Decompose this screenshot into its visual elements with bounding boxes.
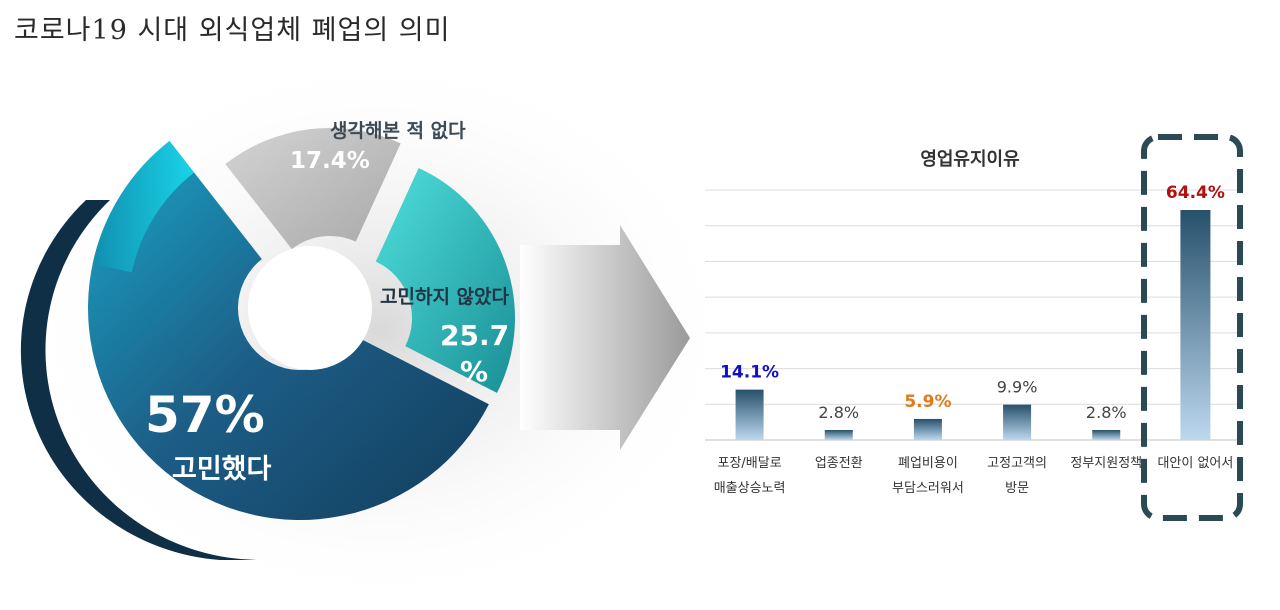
bar-chart: 영업유지이유 14.1% 2.8% 5.9% 9.9% 2.8% 64.4% 포장/배달로… bbox=[705, 134, 1243, 521]
slice-teal-label: 고민하지 않았다 bbox=[380, 286, 509, 308]
donut-depth bbox=[20, 200, 261, 560]
bar-chart-title: 영업유지이유 bbox=[920, 149, 1019, 170]
category-label-4: 고정고객의 bbox=[987, 456, 1047, 471]
category-label-2: 업종전환 bbox=[815, 456, 863, 471]
category-label-3: 부담스러워서 bbox=[892, 481, 964, 496]
value-label-3: 5.9% bbox=[904, 392, 951, 412]
category-label-5: 정부지원정책 bbox=[1070, 456, 1142, 471]
category-label-6: 대안이 없어서 bbox=[1157, 456, 1233, 471]
slice-main-highlight bbox=[92, 140, 195, 273]
slice-teal bbox=[375, 167, 515, 393]
value-label-2: 2.8% bbox=[818, 403, 859, 422]
slice-teal-value-number: 25.7 bbox=[440, 319, 509, 352]
slice-gray-value: 17.4% bbox=[290, 148, 370, 174]
value-label-6: 64.4% bbox=[1166, 183, 1225, 203]
category-label-1: 매출상승노력 bbox=[714, 481, 786, 496]
bar-2 bbox=[824, 430, 853, 440]
bar-3 bbox=[913, 418, 942, 440]
slice-gray bbox=[225, 128, 401, 250]
value-label-5: 2.8% bbox=[1086, 403, 1127, 422]
slice-gray-label: 생각해본 적 없다 bbox=[330, 120, 466, 142]
category-label-3: 폐업비용이 bbox=[898, 456, 958, 471]
value-labels: 14.1% 2.8% 5.9% 9.9% 2.8% 64.4% bbox=[720, 183, 1225, 422]
slice-main-label: 고민했다 bbox=[172, 454, 272, 485]
donut-hole bbox=[248, 246, 372, 370]
gridlines bbox=[705, 189, 1240, 441]
bar-1 bbox=[735, 389, 764, 440]
bar-5 bbox=[1092, 430, 1121, 440]
bar-4 bbox=[1003, 404, 1032, 440]
page-title: 코로나19 시대 외식업체 폐업의 의미 bbox=[14, 15, 451, 46]
highlight-box bbox=[1141, 134, 1243, 521]
category-label-4: 방문 bbox=[1005, 481, 1029, 496]
slice-teal-value: 25.7% bbox=[440, 319, 509, 388]
slice-main bbox=[87, 140, 489, 521]
value-label-1: 14.1% bbox=[720, 363, 779, 383]
category-label-1: 포장/배달로 bbox=[717, 456, 781, 471]
donut-chart: 생각해본 적 없다 17.4% 고민하지 않았다 25.7% 57% 고민했다 bbox=[20, 120, 515, 560]
slice-teal-value-pct: % bbox=[460, 355, 488, 388]
value-label-4: 9.9% bbox=[997, 378, 1038, 397]
slice-main-value: 57% bbox=[145, 386, 265, 444]
bar-6 bbox=[1180, 210, 1211, 440]
arrow-icon bbox=[520, 225, 690, 450]
bars bbox=[735, 210, 1211, 440]
